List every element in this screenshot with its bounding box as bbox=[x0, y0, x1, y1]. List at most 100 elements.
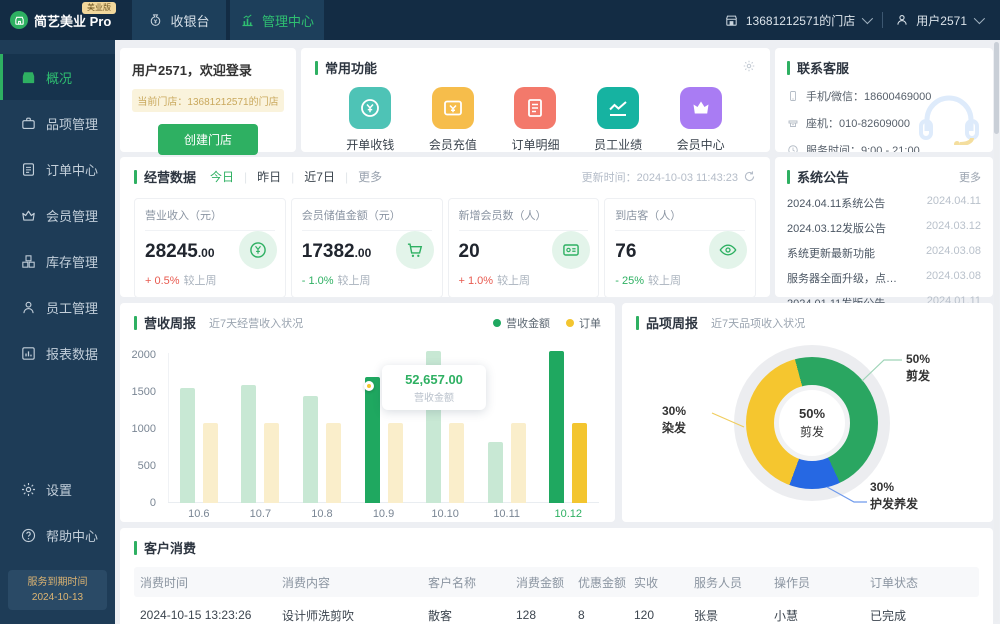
table-header-cell: 操作员 bbox=[774, 575, 811, 590]
tab-7days[interactable]: 近7日 bbox=[304, 170, 335, 184]
bar-营收金额-10.12[interactable] bbox=[549, 351, 565, 503]
chart-bars-icon bbox=[242, 13, 253, 26]
tab-today[interactable]: 今日 bbox=[210, 170, 235, 184]
create-store-button[interactable]: 创建门店 bbox=[157, 124, 258, 155]
announcement-title: 2024.04.11系统公告 bbox=[787, 198, 886, 210]
briefcase-icon bbox=[22, 117, 35, 129]
table-header-cell: 消费时间 bbox=[140, 575, 189, 590]
bar-营收金额-10.6[interactable] bbox=[179, 388, 195, 503]
stat-change: - 1.0% 较上周 bbox=[301, 275, 371, 287]
contact-landline-row: 座机：010-82609000 bbox=[787, 115, 981, 131]
sidebar-item-orders[interactable]: 订单中心 bbox=[0, 146, 115, 192]
business-data-tabs: 今日 | 昨日 | 近7日 | 更多 bbox=[210, 169, 383, 185]
x-tick-label: 10.6 bbox=[188, 508, 210, 520]
table-cell: 设计师洗剪吹 bbox=[282, 608, 355, 623]
quick-item-staff-performance[interactable]: 员工业绩 bbox=[577, 87, 660, 153]
stat-revenue[interactable]: 营业收入（元） 28245.00 + 0.5% 较上周 bbox=[134, 198, 286, 298]
stat-stored-value[interactable]: 会员储值金额（元） 17382.00 - 1.0% 较上周 bbox=[290, 198, 443, 298]
bar-订单-10.6[interactable] bbox=[202, 423, 218, 503]
yuan-circle-icon bbox=[238, 231, 277, 269]
stat-new-members[interactable]: 新增会员数（人） 20 + 1.0% 较上周 bbox=[447, 198, 600, 298]
table-header-row: 消费时间 消费内容 客户名称 消费金额 优惠金额 实收 服务人员 操作员 订单状态 bbox=[134, 567, 979, 597]
quick-item-recharge[interactable]: 会员充值 bbox=[412, 87, 495, 153]
announcement-item[interactable]: 2024.03.12发版公告 2024.03.12 bbox=[787, 220, 981, 236]
announcement-title: 服务器全面升级，点击... bbox=[787, 273, 905, 285]
table-cell: 张景 bbox=[694, 608, 719, 623]
legend-item-营收金额[interactable]: 营收金额 bbox=[493, 315, 550, 331]
quick-tiles: 开单收钱 会员充值 订单明细 员工业绩 会员中心 bbox=[315, 87, 756, 153]
announcement-item[interactable]: 2024.04.11系统公告 2024.04.11 bbox=[787, 195, 981, 211]
sidebar-item-members[interactable]: 会员管理 bbox=[0, 192, 115, 238]
table-header-cell: 服务人员 bbox=[694, 575, 743, 590]
bar-营收金额-10.8[interactable] bbox=[302, 396, 318, 503]
legend-dot bbox=[566, 318, 574, 327]
bar-营收金额-10.9[interactable] bbox=[364, 377, 380, 503]
stat-change: + 1.0% 较上周 bbox=[458, 275, 531, 287]
quick-settings-gear-icon[interactable] bbox=[742, 59, 756, 76]
x-axis-line bbox=[168, 502, 599, 503]
revenue-legend: 营收金额 订单 bbox=[493, 315, 601, 331]
sidebar-item-items[interactable]: 品项管理 bbox=[0, 100, 115, 146]
section-marker bbox=[134, 169, 137, 184]
tab-more[interactable]: 更多 bbox=[358, 170, 383, 184]
business-data-card: 经营数据 今日 | 昨日 | 近7日 | 更多 更新时间：2024-10-03 … bbox=[120, 157, 770, 298]
page-scrollbar[interactable] bbox=[994, 42, 999, 622]
sidebar: 概况 品项管理 订单中心 会员管理 库存管理 员工管理 报表数据 设置 帮助中心… bbox=[0, 40, 115, 624]
revenue-yaxis: 0 500 1000 1500 2000 bbox=[120, 303, 160, 522]
bar-订单-10.10[interactable] bbox=[449, 423, 465, 503]
stat-visitors[interactable]: 到店客（人） 76 - 25% 较上周 bbox=[604, 198, 756, 298]
phone-icon bbox=[790, 91, 796, 101]
logo-icon bbox=[10, 11, 28, 29]
revenue-subtitle: 近7天经营收入状况 bbox=[209, 317, 304, 330]
refresh-icon[interactable] bbox=[743, 170, 756, 183]
sidebar-item-staff[interactable]: 员工管理 bbox=[0, 284, 115, 330]
sidebar-item-reports[interactable]: 报表数据 bbox=[0, 330, 115, 376]
current-store-badge: 当前门店：13681212571的门店 bbox=[132, 89, 284, 112]
bar-订单-10.7[interactable] bbox=[264, 423, 280, 503]
announcements-title: 系统公告 bbox=[797, 170, 850, 185]
quick-item-order-detail[interactable]: 订单明细 bbox=[494, 87, 577, 153]
tab-yesterday[interactable]: 昨日 bbox=[257, 170, 282, 184]
crown-icon bbox=[22, 210, 35, 221]
announcement-item[interactable]: 服务器全面升级，点击... 2024.03.08 bbox=[787, 270, 981, 286]
bar-营收金额-10.7[interactable] bbox=[241, 385, 257, 503]
bar-group-10.9 bbox=[353, 355, 415, 503]
table-cell: 8 bbox=[578, 608, 585, 622]
quick-item-billing[interactable]: 开单收钱 bbox=[329, 87, 412, 153]
items-title: 品项周报 bbox=[646, 316, 699, 331]
table-cell: 散客 bbox=[428, 608, 453, 623]
announcement-item[interactable]: 系统更新最新功能 2024.03.08 bbox=[787, 245, 981, 261]
money-bag-icon bbox=[151, 13, 161, 26]
legend-item-订单[interactable]: 订单 bbox=[566, 315, 601, 331]
tab-cashier[interactable]: 收银台 bbox=[132, 0, 226, 40]
revenue-bars bbox=[168, 351, 599, 503]
announcements-more-link[interactable]: 更多 bbox=[959, 171, 981, 184]
performance-line-icon bbox=[597, 87, 640, 129]
sidebar-item-settings[interactable]: 设置 bbox=[0, 466, 115, 512]
bar-订单-10.12[interactable] bbox=[572, 423, 588, 503]
bar-营收金额-10.11[interactable] bbox=[487, 442, 503, 503]
stat-value: 76 bbox=[615, 241, 637, 262]
tab-management-center[interactable]: 管理中心 bbox=[230, 0, 324, 40]
sidebar-item-help[interactable]: 帮助中心 bbox=[0, 512, 115, 558]
sidebar-item-inventory[interactable]: 库存管理 bbox=[0, 238, 115, 284]
tooltip-marker-dot bbox=[364, 381, 374, 391]
person-icon bbox=[23, 301, 34, 313]
announcement-title: 系统更新最新功能 bbox=[787, 248, 875, 260]
scrollbar-thumb[interactable] bbox=[994, 42, 999, 134]
section-marker bbox=[787, 169, 790, 184]
order-list-icon bbox=[514, 87, 557, 129]
user-menu[interactable]: 用户2571 bbox=[895, 12, 986, 29]
section-marker bbox=[134, 540, 137, 555]
sidebar-item-overview[interactable]: 概况 bbox=[0, 54, 115, 100]
divider bbox=[882, 12, 884, 28]
quick-functions-title: 常用功能 bbox=[325, 61, 378, 76]
bar-订单-10.11[interactable] bbox=[510, 423, 526, 503]
bar-订单-10.8[interactable] bbox=[325, 423, 341, 503]
top-tabs: 收银台 管理中心 bbox=[132, 0, 324, 40]
table-row[interactable]: 2024-10-15 13:23:26 设计师洗剪吹 散客 128 8 120 张景 小慧 已完… bbox=[134, 597, 979, 624]
store-selector[interactable]: 13681212571的门店 bbox=[724, 12, 874, 29]
bar-订单-10.9[interactable] bbox=[387, 423, 403, 503]
quick-item-member-center[interactable]: 会员中心 bbox=[659, 87, 742, 153]
table-cell: 128 bbox=[516, 608, 537, 622]
